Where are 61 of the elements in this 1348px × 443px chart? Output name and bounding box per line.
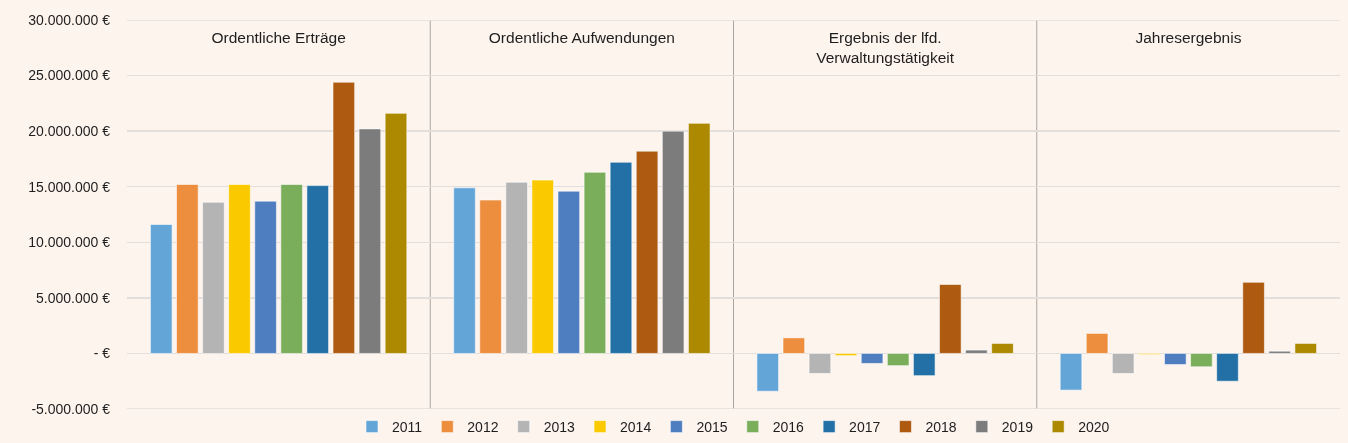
bar bbox=[782, 337, 806, 354]
x-tick-label: Ordentliche Erträge bbox=[211, 28, 346, 46]
bar bbox=[1059, 352, 1083, 391]
y-tick-label: 25.000.000 € bbox=[28, 67, 111, 84]
bar bbox=[306, 185, 330, 354]
bar bbox=[202, 201, 225, 354]
bar bbox=[834, 352, 858, 357]
bar bbox=[609, 161, 633, 354]
y-tick-label: 30.000.000 € bbox=[28, 11, 111, 28]
bar bbox=[939, 284, 962, 354]
bar bbox=[583, 171, 607, 354]
bar bbox=[505, 181, 528, 354]
bar bbox=[453, 187, 476, 354]
y-tick-label: 10.000.000 € bbox=[28, 234, 111, 251]
bar bbox=[912, 352, 936, 377]
legend-label: 2019 bbox=[1001, 419, 1034, 436]
bar bbox=[254, 200, 277, 354]
bar bbox=[687, 122, 711, 354]
y-tick-label: -5.000.000 € bbox=[31, 400, 111, 417]
legend-label: 2017 bbox=[849, 419, 881, 436]
bar bbox=[280, 183, 303, 354]
bar bbox=[1164, 352, 1187, 366]
bar bbox=[1111, 352, 1135, 374]
bar bbox=[991, 342, 1014, 354]
bar bbox=[661, 130, 685, 354]
bar bbox=[384, 112, 408, 354]
bar bbox=[479, 199, 502, 354]
x-tick-label: Ergebnis der lfd. Verwaltungstätigkeit bbox=[816, 28, 955, 66]
bar bbox=[228, 183, 251, 354]
bar bbox=[860, 352, 884, 364]
bar bbox=[756, 352, 780, 392]
bar bbox=[149, 224, 173, 354]
bar bbox=[332, 81, 356, 354]
bar bbox=[176, 183, 199, 354]
bar bbox=[1216, 352, 1239, 382]
y-tick-label: 5.000.000 € bbox=[36, 289, 111, 306]
legend-label: 2020 bbox=[1078, 419, 1110, 436]
bar bbox=[1085, 332, 1109, 354]
bar bbox=[965, 349, 988, 354]
bar bbox=[1242, 281, 1265, 354]
y-tick-label: 20.000.000 € bbox=[28, 123, 111, 140]
x-tick-label: Jahresergebnis bbox=[1135, 28, 1242, 46]
bar bbox=[886, 352, 910, 367]
legend-label: 2015 bbox=[696, 419, 728, 436]
bar bbox=[1268, 350, 1291, 354]
y-tick-label: - € bbox=[93, 345, 111, 362]
legend-label: 2011 bbox=[392, 419, 423, 436]
legend-label: 2016 bbox=[772, 419, 805, 436]
y-tick-label: 15.000.000 € bbox=[28, 178, 111, 195]
x-tick-label: Ordentliche Aufwendungen bbox=[488, 28, 675, 46]
bar bbox=[557, 190, 581, 354]
legend-label: 2018 bbox=[925, 419, 957, 436]
bar bbox=[1190, 352, 1213, 368]
bar bbox=[808, 352, 832, 374]
legend-label: 2014 bbox=[620, 419, 652, 436]
bar bbox=[531, 179, 555, 354]
legend-label: 2013 bbox=[543, 419, 576, 436]
bar bbox=[635, 150, 659, 354]
bar bbox=[358, 128, 382, 354]
bar bbox=[1294, 342, 1318, 354]
legend-label: 2012 bbox=[467, 419, 499, 436]
